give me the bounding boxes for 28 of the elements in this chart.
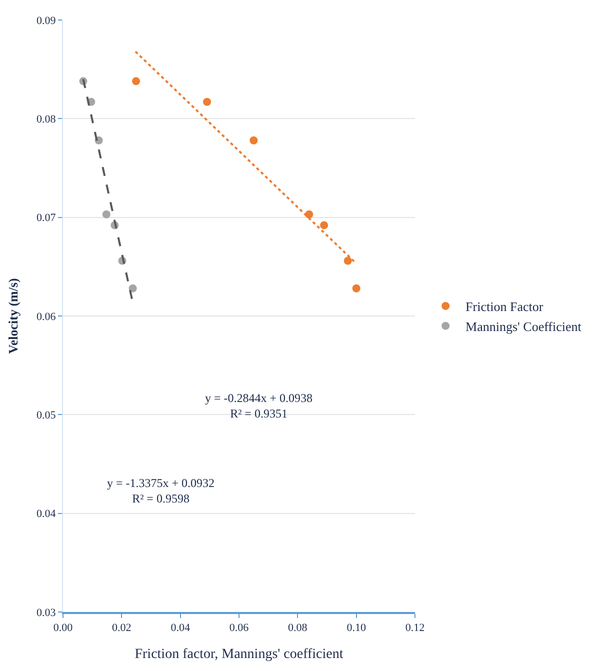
- x-axis-title: Friction factor, Mannings' coefficient: [134, 646, 344, 662]
- y-tick-label: 0.06: [36, 310, 56, 323]
- y-tick-label: 0.04: [36, 508, 56, 520]
- y-tick-label: 0.05: [36, 410, 56, 422]
- point: [128, 284, 137, 292]
- annotation: y = -0.2844x + 0.0938 R² = 0.9351: [205, 391, 313, 421]
- y-axis-title: Velocity (m/s): [6, 278, 20, 354]
- x-tick-label: 0.02: [112, 622, 132, 634]
- y-tick-label: 0.03: [36, 606, 56, 619]
- point: [203, 98, 212, 106]
- y-tick-label: 0.09: [36, 14, 56, 27]
- point: [250, 136, 258, 144]
- x-tick-label: 0.00: [53, 622, 74, 634]
- point: [320, 221, 328, 230]
- point: [344, 256, 352, 265]
- point: [352, 284, 360, 292]
- annotation: y = -1.3375x + 0.0932 R² = 0.9598: [107, 476, 215, 506]
- point: [102, 210, 110, 218]
- y-tick-label: 0.07: [36, 212, 56, 224]
- legend-label: Friction Factor: [466, 299, 544, 314]
- legend-label: Mannings' Coefficient: [466, 318, 582, 334]
- y-tick-label: 0.08: [36, 114, 56, 126]
- point: [132, 77, 140, 86]
- x-tick-label: 0.04: [170, 622, 190, 634]
- x-tick-label: 0.12: [405, 622, 425, 634]
- x-tick-label: 0.08: [288, 622, 308, 634]
- x-tick-label: 0.06: [229, 622, 250, 634]
- x-tick-label: 0.10: [346, 622, 366, 634]
